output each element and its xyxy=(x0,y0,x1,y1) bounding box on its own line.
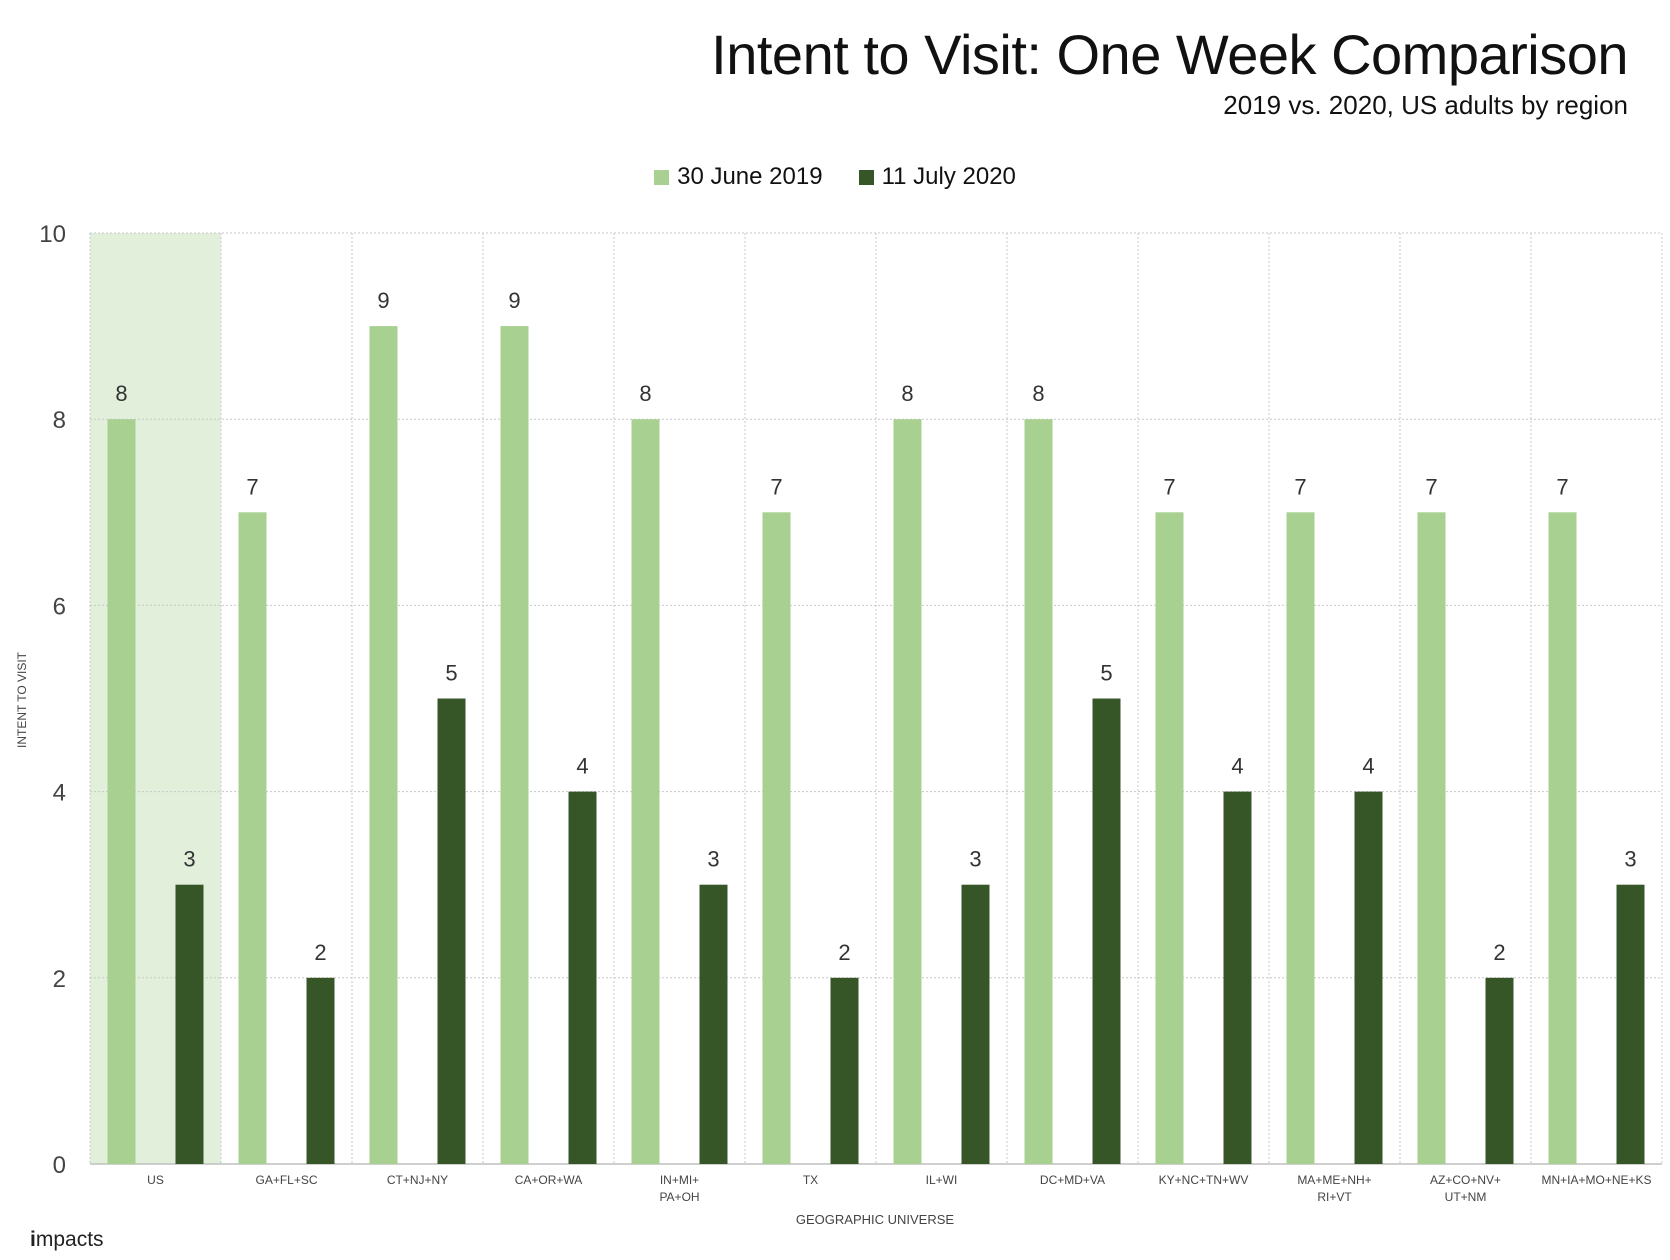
x-tick-label: GA+FL+SC xyxy=(255,1173,317,1187)
x-tick-label: IL+WI xyxy=(926,1173,958,1187)
data-label: 8 xyxy=(639,381,651,406)
impacts-logo: impacts xyxy=(30,1228,104,1252)
bar-2020 xyxy=(1616,884,1645,1164)
data-label: 2 xyxy=(314,940,326,965)
x-tick-label: MA+ME+NH+ xyxy=(1297,1173,1371,1187)
data-label: 3 xyxy=(1624,847,1636,872)
x-tick-label: KY+NC+TN+WV xyxy=(1159,1173,1249,1187)
bar-2019 xyxy=(500,326,529,1165)
x-tick-label: RI+VT xyxy=(1317,1190,1352,1204)
logo-mark: i xyxy=(30,1228,36,1251)
legend-item-2020: 11 July 2020 xyxy=(858,163,1016,191)
data-label: 4 xyxy=(1362,754,1374,779)
y-tick-label: 0 xyxy=(53,1152,66,1179)
x-axis-title: GEOGRAPHIC UNIVERSE xyxy=(796,1212,955,1227)
data-label: 8 xyxy=(1032,381,1044,406)
data-label: 7 xyxy=(770,474,782,499)
bar-2019 xyxy=(107,419,136,1164)
x-tick-label: AZ+CO+NV+ xyxy=(1430,1173,1501,1187)
data-label: 3 xyxy=(707,847,719,872)
legend-label-2019: 30 June 2019 xyxy=(677,163,823,190)
y-tick-label: 6 xyxy=(53,593,66,620)
x-tick-label: PA+OH xyxy=(659,1190,699,1204)
data-label: 9 xyxy=(377,288,389,313)
legend: 30 June 2019 11 July 2020 xyxy=(0,163,1670,191)
data-label: 2 xyxy=(1493,940,1505,965)
x-tick-label: DC+MD+VA xyxy=(1040,1173,1105,1187)
y-tick-label: 2 xyxy=(53,966,66,993)
data-label: 3 xyxy=(969,847,981,872)
data-label: 5 xyxy=(1100,661,1112,686)
legend-swatch-2020 xyxy=(858,169,874,185)
data-label: 2 xyxy=(838,940,850,965)
data-label: 4 xyxy=(1231,754,1243,779)
data-label: 8 xyxy=(901,381,913,406)
bar-2019 xyxy=(893,419,922,1164)
bar-2020 xyxy=(306,977,335,1164)
bar-2020 xyxy=(1223,791,1252,1164)
x-tick-label: TX xyxy=(803,1173,818,1187)
data-label: 7 xyxy=(1163,474,1175,499)
legend-swatch-2019 xyxy=(654,169,670,185)
data-label: 7 xyxy=(1294,474,1306,499)
data-label: 7 xyxy=(1556,474,1568,499)
bar-2020 xyxy=(699,884,728,1164)
chart-title: Intent to Visit: One Week Comparison xyxy=(711,23,1628,86)
bar-2019 xyxy=(1417,512,1446,1164)
data-label: 5 xyxy=(445,661,457,686)
y-axis-title: INTENT TO VISIT xyxy=(15,651,29,748)
x-tick-label: CT+NJ+NY xyxy=(387,1173,448,1187)
x-tick-label: IN+MI+ xyxy=(660,1173,699,1187)
bar-2019 xyxy=(1548,512,1577,1164)
bar-2019 xyxy=(631,419,660,1164)
bar-2019 xyxy=(1286,512,1315,1164)
y-tick-label: 4 xyxy=(53,780,66,807)
data-label: 7 xyxy=(246,474,258,499)
bar-2019 xyxy=(1155,512,1184,1164)
logo-text: mpacts xyxy=(35,1228,104,1251)
legend-label-2020: 11 July 2020 xyxy=(881,163,1016,190)
x-tick-label: MN+IA+MO+NE+KS xyxy=(1541,1173,1651,1187)
legend-item-2019: 30 June 2019 xyxy=(654,163,823,191)
y-tick-label: 8 xyxy=(53,407,66,434)
data-label: 8 xyxy=(115,381,127,406)
data-label: 4 xyxy=(576,754,588,779)
bar-2019 xyxy=(762,512,791,1164)
data-label: 3 xyxy=(183,847,195,872)
bar-2020 xyxy=(1354,791,1383,1164)
bar-2020 xyxy=(961,884,990,1164)
x-tick-label: US xyxy=(147,1173,164,1187)
bar-2020 xyxy=(1485,977,1514,1164)
bar-2020 xyxy=(175,884,204,1164)
chart-subtitle: 2019 vs. 2020, US adults by region xyxy=(1223,90,1628,120)
x-tick-label: UT+NM xyxy=(1445,1190,1487,1204)
bar-2020 xyxy=(830,977,859,1164)
y-tick-label: 10 xyxy=(39,221,66,248)
bar-2019 xyxy=(238,512,267,1164)
data-label: 9 xyxy=(508,288,520,313)
bar-2020 xyxy=(437,698,466,1164)
bar-2020 xyxy=(568,791,597,1164)
bar-2019 xyxy=(369,326,398,1165)
data-label: 7 xyxy=(1425,474,1437,499)
x-tick-label: CA+OR+WA xyxy=(515,1173,583,1187)
bar-2020 xyxy=(1092,698,1121,1164)
bar-2019 xyxy=(1024,419,1053,1164)
